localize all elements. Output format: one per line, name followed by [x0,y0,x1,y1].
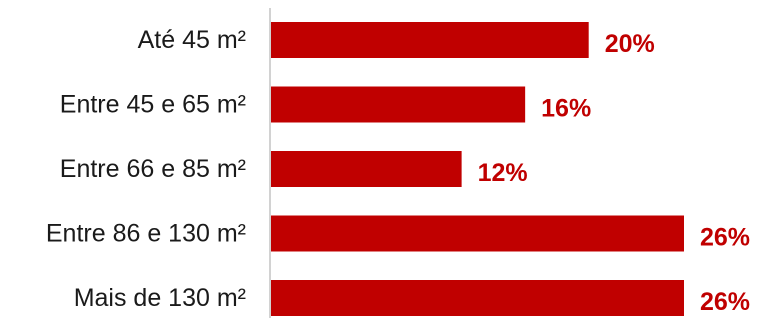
bar [271,22,589,58]
value-label: 26% [700,224,750,252]
value-label: 20% [605,30,655,58]
bar [271,86,526,123]
category-label: Entre 66 e 85 m² [60,155,246,183]
bar [271,215,684,252]
value-label: 16% [541,95,591,123]
value-label: 26% [700,288,750,316]
category-label: Entre 45 e 65 m² [60,91,246,119]
category-label: Mais de 130 m² [74,284,246,312]
value-label: 12% [478,159,528,187]
bar [271,280,684,316]
category-label: Entre 86 e 130 m² [46,220,246,248]
category-label: Até 45 m² [138,26,246,54]
bar [271,151,462,187]
